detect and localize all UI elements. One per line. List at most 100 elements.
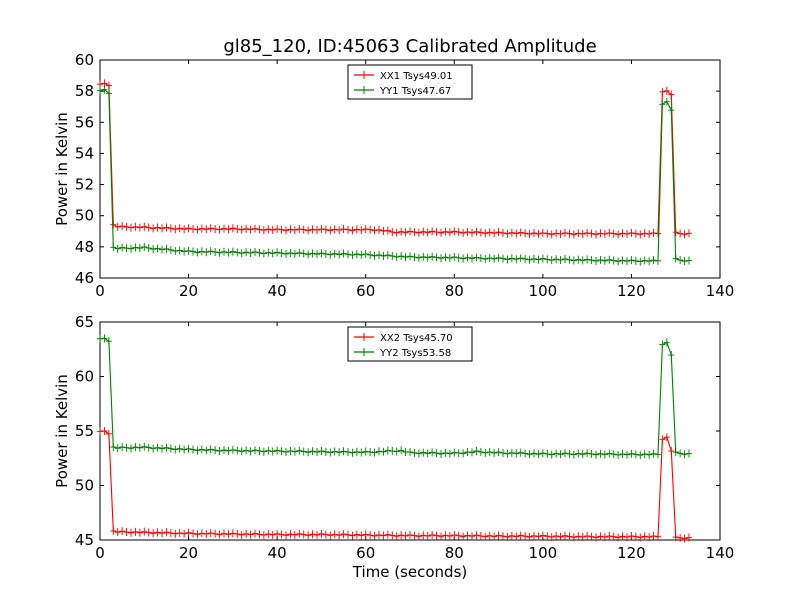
data-point-marker [136, 443, 143, 452]
data-point-marker [486, 228, 493, 237]
data-point-marker [349, 251, 356, 260]
data-point-marker [677, 449, 684, 458]
data-point-marker [247, 225, 254, 234]
data-point-marker [593, 230, 599, 239]
data-point-marker [495, 448, 502, 457]
data-point-marker [287, 446, 294, 455]
bottom-plot: 0 20 40 60 80 100 120 140 45 50 55 60 65 Power in Kel… [53, 313, 734, 562]
x-tick-label: 80 [445, 282, 464, 300]
data-point-marker [548, 230, 555, 239]
data-point-marker [420, 448, 427, 457]
data-point-marker [172, 247, 179, 256]
data-point-marker [424, 449, 431, 458]
data-point-marker [584, 255, 591, 264]
data-point-marker [659, 100, 666, 109]
data-point-marker [566, 532, 573, 541]
data-point-marker [588, 532, 595, 541]
data-point-marker [384, 226, 391, 235]
data-point-marker [482, 229, 489, 238]
data-point-marker [336, 531, 343, 540]
data-point-marker [579, 450, 586, 459]
data-point-marker [300, 249, 307, 258]
data-point-marker [353, 250, 360, 259]
data-point-marker [221, 247, 227, 256]
data-point-marker [260, 531, 267, 540]
data-point-marker [491, 254, 498, 263]
data-point-marker [415, 228, 422, 237]
data-point-marker [212, 224, 219, 233]
data-point-marker [398, 227, 405, 236]
data-point-marker [283, 249, 289, 258]
legend-swatch-marker [361, 333, 367, 341]
data-point-marker [544, 449, 551, 458]
x-tick-label: 120 [617, 544, 646, 562]
data-point-marker [340, 530, 347, 539]
data-point-marker [172, 445, 179, 454]
x-tick-label: 20 [179, 282, 198, 300]
data-point-marker [393, 228, 400, 237]
x-tick-label: 0 [95, 544, 105, 562]
data-point-marker [349, 448, 356, 457]
data-point-marker [477, 228, 484, 237]
data-point-marker [123, 528, 130, 537]
data-point-marker [575, 255, 582, 264]
data-point-marker [198, 224, 205, 233]
data-point-marker [407, 252, 413, 261]
data-point-marker [446, 531, 453, 540]
data-point-marker [624, 229, 630, 238]
data-point-marker [641, 256, 648, 265]
data-point-marker [469, 448, 475, 457]
data-point-marker [504, 449, 511, 458]
data-point-marker [672, 533, 679, 542]
data-point-marker [570, 450, 577, 459]
data-point-marker [442, 227, 449, 236]
data-point-marker [668, 90, 675, 99]
data-point-marker [309, 530, 316, 539]
data-point-marker [141, 527, 148, 536]
data-point-marker [566, 449, 573, 458]
data-point-marker [619, 449, 626, 458]
data-point-marker [473, 531, 480, 540]
data-point-marker [495, 253, 502, 262]
data-point-marker [181, 247, 188, 256]
data-point-marker [663, 433, 670, 442]
data-point-marker [442, 253, 449, 262]
data-point-marker [606, 449, 613, 458]
data-point-marker [531, 254, 537, 263]
data-point-marker [588, 256, 595, 265]
data-point-marker [101, 85, 108, 94]
data-point-marker [535, 255, 542, 264]
data-point-marker [190, 445, 196, 454]
data-point-marker [389, 228, 396, 237]
data-point-marker [460, 532, 467, 541]
data-point-marker [128, 444, 134, 453]
data-point-marker [371, 226, 378, 235]
data-point-marker [637, 257, 644, 266]
data-point-marker [455, 531, 462, 540]
data-point-marker [606, 532, 613, 541]
data-point-marker [557, 255, 564, 264]
data-point-marker [553, 255, 560, 264]
data-point-marker [384, 251, 391, 260]
data-point-marker [526, 230, 533, 239]
data-point-marker [340, 447, 347, 456]
data-point-marker [610, 229, 617, 238]
data-point-marker [477, 254, 484, 263]
data-point-marker [318, 529, 325, 538]
data-point-marker [659, 87, 666, 96]
data-point-marker [190, 224, 196, 233]
data-point-marker [455, 228, 462, 237]
data-point-marker [615, 257, 622, 266]
data-point-marker [469, 254, 475, 263]
data-point-marker [229, 247, 236, 256]
data-point-marker [380, 251, 387, 260]
data-point-marker [132, 443, 139, 452]
data-point-marker [358, 250, 365, 259]
data-point-marker [238, 530, 245, 539]
data-point-marker [420, 227, 427, 236]
data-point-marker [216, 530, 223, 539]
data-point-marker [411, 448, 418, 457]
data-point-marker [234, 530, 241, 539]
data-point-marker [415, 532, 422, 541]
data-point-marker [522, 229, 529, 238]
